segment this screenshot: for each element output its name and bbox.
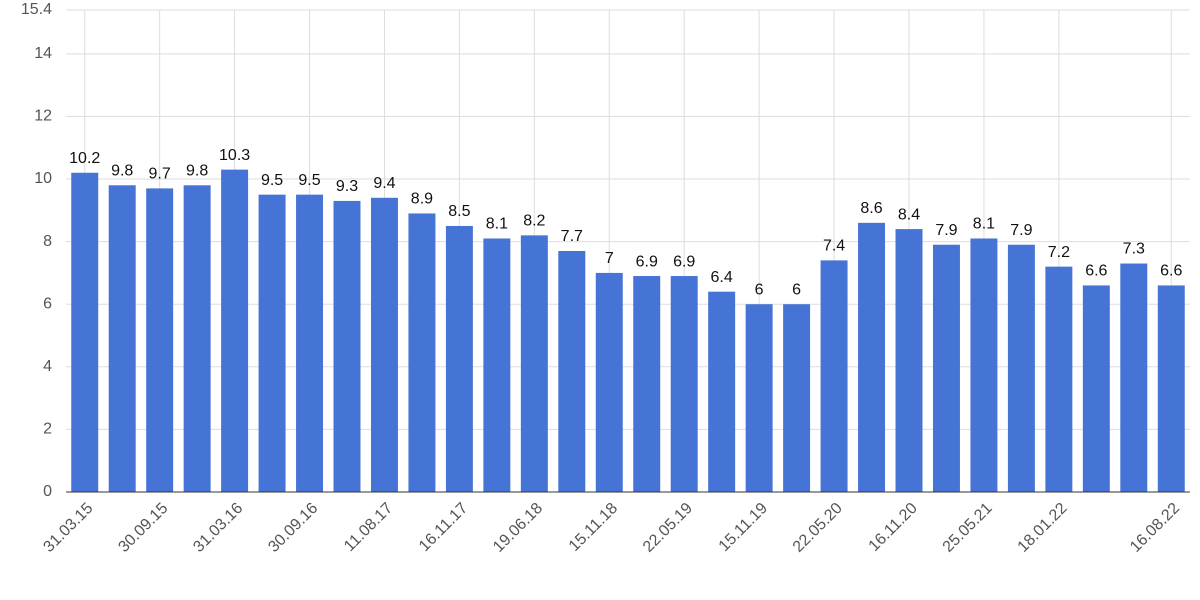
x-tick-label: 16.08.22 [1127,500,1183,556]
y-tick-label: 6 [43,295,52,312]
x-tick-label: 15.11.19 [716,500,771,555]
bar [970,238,998,492]
value-label: 9.8 [111,162,133,179]
value-label: 8.5 [448,203,470,220]
value-label: 8.4 [898,206,920,223]
x-tick-label: 16.11.17 [416,500,471,555]
value-label: 10.3 [219,147,250,164]
bar [745,304,773,492]
value-label: 6.6 [1160,263,1182,280]
bar [895,229,923,492]
x-tick-label: 30.09.16 [265,500,321,556]
bar [333,200,361,493]
value-label: 6.9 [673,253,695,270]
value-label: 8.6 [860,200,882,217]
y-tick-label: 4 [43,358,52,375]
value-label: 8.1 [973,216,995,233]
value-label: 9.3 [336,178,358,195]
bar [633,276,661,492]
x-tick-label: 31.03.16 [190,500,246,556]
y-tick-label: 0 [43,483,52,500]
bar [445,225,473,492]
x-tick-label: 18.01.22 [1015,500,1071,556]
bar [183,185,211,493]
bar [108,185,136,493]
value-label: 7 [605,250,614,267]
x-tick-label: 31.03.15 [40,500,96,556]
bar [146,188,174,493]
value-label: 7.9 [935,222,957,239]
y-tick-label: 8 [43,233,52,250]
bar [932,244,960,492]
value-label: 9.7 [149,166,171,183]
y-tick-label: 2 [43,421,52,438]
value-label: 6.4 [711,269,733,286]
bar [258,194,286,492]
value-label: 7.9 [1010,222,1032,239]
value-label: 8.1 [486,216,508,233]
value-label: 6.6 [1085,263,1107,280]
y-tick-label: 12 [34,108,52,125]
value-label: 8.2 [523,213,545,230]
value-label: 6 [755,281,764,298]
x-tick-label: 19.06.18 [490,500,546,556]
bar [670,276,698,492]
x-tick-label: 16.11.20 [866,500,921,555]
bar [783,304,811,492]
value-label: 9.8 [186,162,208,179]
x-tick-label: 22.05.20 [790,500,846,556]
bar [408,213,436,492]
bar [1082,285,1110,492]
bar [1120,263,1148,492]
y-tick-label: 10 [34,170,52,187]
bar [221,169,249,492]
bar [820,260,848,492]
x-tick-label: 25.05.21 [940,500,996,556]
value-label: 9.5 [261,172,283,189]
bar [708,291,736,492]
bar [858,222,886,492]
x-tick-label: 11.08.17 [341,500,396,555]
value-label: 7.3 [1123,241,1145,258]
value-label: 7.7 [561,228,583,245]
bar [1045,266,1073,492]
value-label: 7.4 [823,238,845,255]
value-label: 8.9 [411,191,433,208]
value-label: 6.9 [636,253,658,270]
value-label: 9.5 [298,172,320,189]
value-label: 9.4 [373,175,395,192]
x-tick-label: 30.09.15 [115,500,171,556]
bar [296,194,324,492]
y-tick-label: 15.4 [21,1,52,18]
bar [558,251,586,492]
bar [1007,244,1035,492]
bar [71,172,99,493]
bar [595,272,623,492]
bar [370,197,398,492]
value-label: 7.2 [1048,244,1070,261]
x-tick-label: 15.11.18 [566,500,621,555]
bar [520,235,548,492]
y-tick-label: 14 [34,45,52,62]
bar [1157,285,1185,492]
value-label: 6 [792,281,801,298]
x-tick-label: 22.05.19 [640,500,696,556]
bar [483,238,511,492]
value-label: 10.2 [69,150,100,167]
